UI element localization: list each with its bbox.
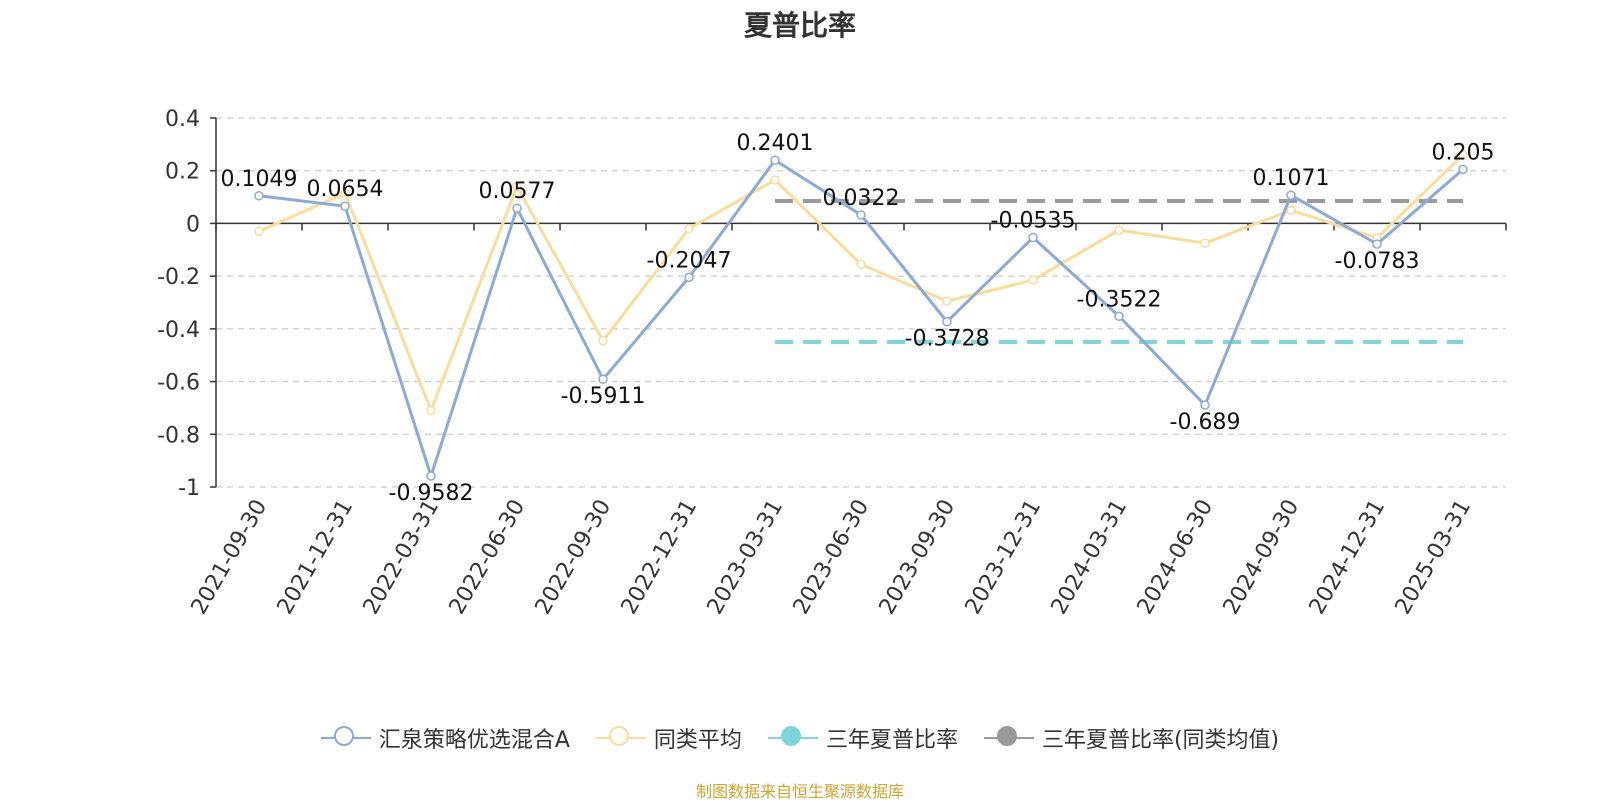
x-tick-label: 2022-06-30 [445, 496, 531, 619]
y-tick-label: -1 [178, 476, 200, 501]
fund-point [254, 191, 264, 201]
y-tick-label: -0.2 [157, 265, 200, 290]
legend-peer-average-label: 同类平均 [653, 728, 742, 753]
peer-average-point [1200, 238, 1210, 248]
peer-average-point [340, 188, 350, 198]
y-tick-label: -0.4 [157, 318, 200, 343]
x-tick-label: 2024-09-30 [1219, 496, 1305, 619]
y-tick-label: 0.4 [165, 107, 200, 132]
fund-point [598, 374, 608, 384]
peer-average-point [598, 335, 608, 346]
legend-item-three-year-sharpe[interactable]: 三年夏普比率 [767, 722, 958, 754]
fund-point [512, 203, 522, 213]
data-label: -0.3728 [905, 327, 990, 352]
data-label: 0.0577 [479, 179, 556, 204]
fund-point [770, 155, 780, 165]
x-tick-label: 2021-09-30 [187, 496, 273, 619]
peer-average-point [1286, 205, 1296, 215]
data-label: 0.2401 [737, 131, 814, 156]
legend-item-three-year-sharpe-peer[interactable]: 三年夏普比率(同类均值) [983, 722, 1280, 754]
fund-point [426, 471, 436, 481]
legend-item-fund[interactable]: 汇泉策略优选混合A [320, 722, 570, 754]
peer-average-point [770, 175, 780, 185]
x-tick-label: 2021-12-31 [273, 496, 359, 619]
fund-point [1028, 232, 1038, 243]
legend-fund-icon [320, 726, 371, 750]
data-label: -0.3522 [1077, 287, 1162, 312]
data-source-note: 制图数据来自恒生聚源数据库 [695, 782, 904, 801]
y-tick-label: 0 [186, 212, 200, 237]
fund-point [1286, 190, 1296, 200]
legend-three-year-sharpe-label: 三年夏普比率 [825, 728, 958, 753]
x-tick-label: 2022-03-31 [359, 496, 445, 619]
x-tick-label: 2024-06-30 [1133, 496, 1219, 619]
data-labels: 0.1049 0.0654 -0.9582 0.0577 -0.5911 -0.2047 0… [221, 131, 1495, 506]
fund-point [340, 201, 350, 211]
x-tick-label: 2022-12-31 [617, 496, 703, 619]
reference-lines [775, 199, 1463, 345]
x-tick-label: 2023-06-30 [789, 496, 875, 619]
x-tick-label: 2025-03-31 [1391, 496, 1477, 619]
data-label: -0.5911 [561, 384, 646, 409]
peer-average-point [426, 405, 436, 416]
data-label: -0.689 [1170, 410, 1241, 435]
x-tick-label: 2023-12-31 [961, 496, 1047, 619]
peer-average-point [1458, 150, 1468, 160]
x-tick-label: 2022-09-30 [531, 496, 617, 619]
y-tick-label: -0.6 [157, 371, 200, 396]
data-label: 0.0322 [823, 186, 900, 211]
peer-average-point [1028, 275, 1038, 285]
fund-point [684, 272, 694, 283]
legend-three-year-sharpe-peer-icon [983, 726, 1034, 750]
legend-fund-label: 汇泉策略优选混合A [378, 728, 570, 753]
x-tick-label: 2024-12-31 [1305, 496, 1391, 619]
data-label: -0.2047 [647, 248, 732, 273]
legend-peer-average-icon [595, 726, 646, 750]
data-label: -0.0535 [991, 209, 1076, 234]
data-label: 0.205 [1432, 140, 1495, 165]
y-tick-label: 0.2 [165, 160, 200, 185]
fund-point [1458, 164, 1468, 175]
fund-point [1200, 400, 1210, 410]
peer-average-point [942, 296, 952, 306]
data-label: 0.1049 [221, 167, 298, 192]
legend-item-peer-average[interactable]: 同类平均 [595, 722, 742, 754]
legend: 汇泉策略优选混合A 同类平均 三年夏普比率 三年夏普比率(同类均值) [0, 722, 1600, 754]
peer-average-point [684, 223, 694, 234]
data-label: -0.0783 [1335, 249, 1420, 274]
data-label: -0.9582 [389, 481, 474, 506]
fund-point [1372, 239, 1382, 249]
peer-average-point [1114, 225, 1124, 235]
fund-point [856, 210, 866, 220]
peer-average-point [512, 181, 522, 192]
peer-average-point [856, 259, 866, 270]
grid-lines [216, 117, 1506, 488]
legend-three-year-sharpe-icon [767, 726, 818, 750]
chart-title: 夏普比率 [743, 9, 856, 42]
x-tick-label: 2024-03-31 [1047, 496, 1133, 619]
fund-point [1114, 311, 1124, 322]
fund-point [942, 316, 952, 327]
data-label: 0.0654 [307, 177, 384, 202]
x-tick-label: 2023-03-31 [703, 496, 789, 619]
y-tick-label: -0.8 [157, 423, 200, 448]
data-label: 0.1071 [1253, 166, 1330, 191]
x-tick-label: 2023-09-30 [875, 496, 961, 619]
peer-average-point [254, 226, 264, 237]
legend-three-year-sharpe-peer-label: 三年夏普比率(同类均值) [1041, 728, 1280, 753]
series-lines [254, 150, 1468, 481]
